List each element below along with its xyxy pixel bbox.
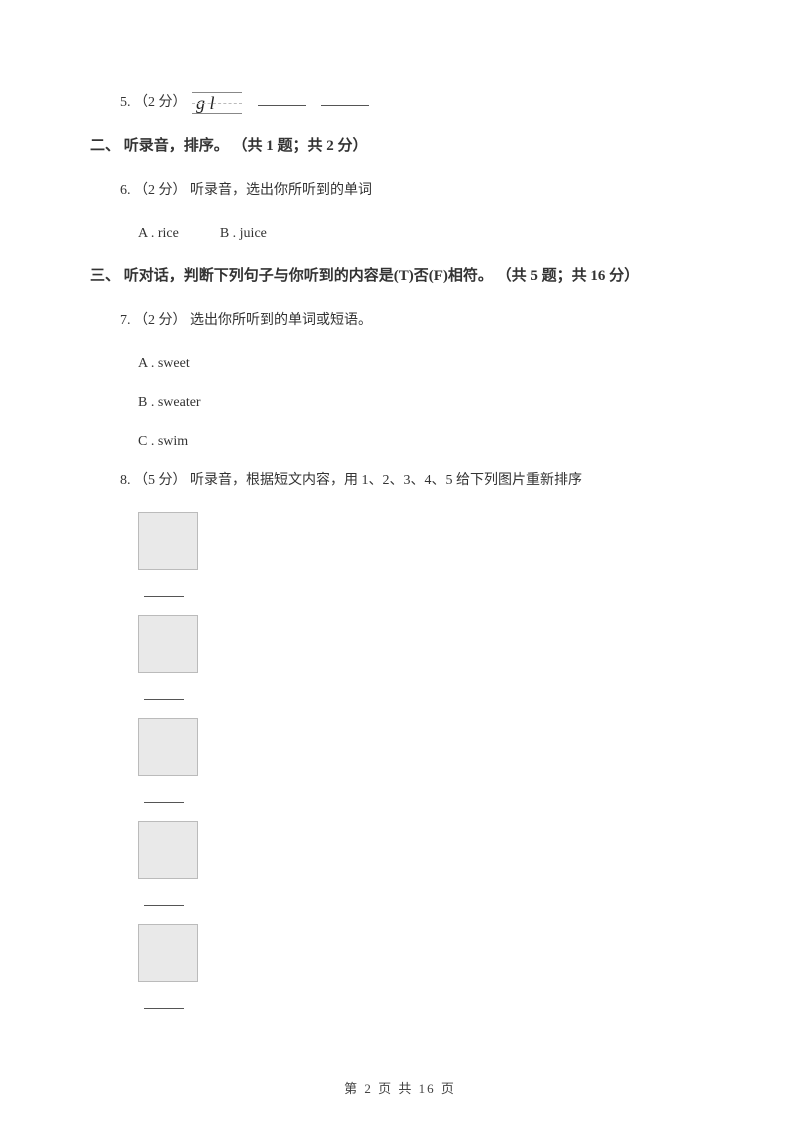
picture-icon <box>138 718 198 776</box>
section-2-heading: 二、 听录音，排序。 （共 1 题；共 2 分） <box>90 133 710 160</box>
q8-number: 8. <box>120 473 131 488</box>
footer-suffix: 页 <box>441 1081 456 1096</box>
page-footer: 第 2 页 共 16 页 <box>0 1077 800 1100</box>
reorder-item-2 <box>90 615 710 700</box>
q8-text: 听录音，根据短文内容，用 1、2、3、4、5 给下列图片重新排序 <box>190 473 582 488</box>
order-blank[interactable] <box>144 688 184 700</box>
question-7: 7. （2 分） 选出你所听到的单词或短语。 <box>90 308 710 333</box>
reorder-item-3 <box>90 718 710 803</box>
q7-option-a[interactable]: A . sweet <box>90 351 710 376</box>
picture-icon <box>138 821 198 879</box>
q7-option-b[interactable]: B . sweater <box>90 390 710 415</box>
reorder-item-1 <box>90 512 710 597</box>
footer-mid: 页 共 <box>378 1081 413 1096</box>
q6-number: 6. <box>120 183 131 198</box>
q6-text: 听录音，选出你所听到的单词 <box>190 183 372 198</box>
reorder-item-5 <box>90 924 710 1009</box>
q7-points: （2 分） <box>134 313 187 328</box>
order-blank[interactable] <box>144 791 184 803</box>
footer-current-page: 2 <box>364 1081 373 1096</box>
q8-points: （5 分） <box>134 473 187 488</box>
q7-text: 选出你所听到的单词或短语。 <box>190 313 372 328</box>
order-blank[interactable] <box>144 997 184 1009</box>
question-6: 6. （2 分） 听录音，选出你所听到的单词 <box>90 178 710 203</box>
section-3-heading: 三、 听对话，判断下列句子与你听到的内容是(T)否(F)相符。 （共 5 题；共… <box>90 263 710 290</box>
footer-prefix: 第 <box>344 1081 359 1096</box>
answer-blank[interactable] <box>321 92 369 106</box>
q6-option-a[interactable]: A . rice <box>138 226 179 241</box>
q7-option-c[interactable]: C . swim <box>90 429 710 454</box>
q5-points: （2 分） <box>134 95 187 110</box>
q6-points: （2 分） <box>134 183 187 198</box>
order-blank[interactable] <box>144 894 184 906</box>
reorder-item-4 <box>90 821 710 906</box>
handwriting-box: g l <box>192 92 242 114</box>
question-5: 5. （2 分） g l <box>90 90 710 115</box>
q7-number: 7. <box>120 313 131 328</box>
q5-number: 5. <box>120 95 131 110</box>
picture-icon <box>138 924 198 982</box>
order-blank[interactable] <box>144 585 184 597</box>
question-8: 8. （5 分） 听录音，根据短文内容，用 1、2、3、4、5 给下列图片重新排… <box>90 468 710 493</box>
q6-option-b[interactable]: B . juice <box>220 226 267 241</box>
picture-icon <box>138 615 198 673</box>
q6-options: A . rice B . juice <box>90 221 710 246</box>
answer-blank[interactable] <box>258 92 306 106</box>
picture-icon <box>138 512 198 570</box>
footer-total-pages: 16 <box>419 1081 436 1096</box>
